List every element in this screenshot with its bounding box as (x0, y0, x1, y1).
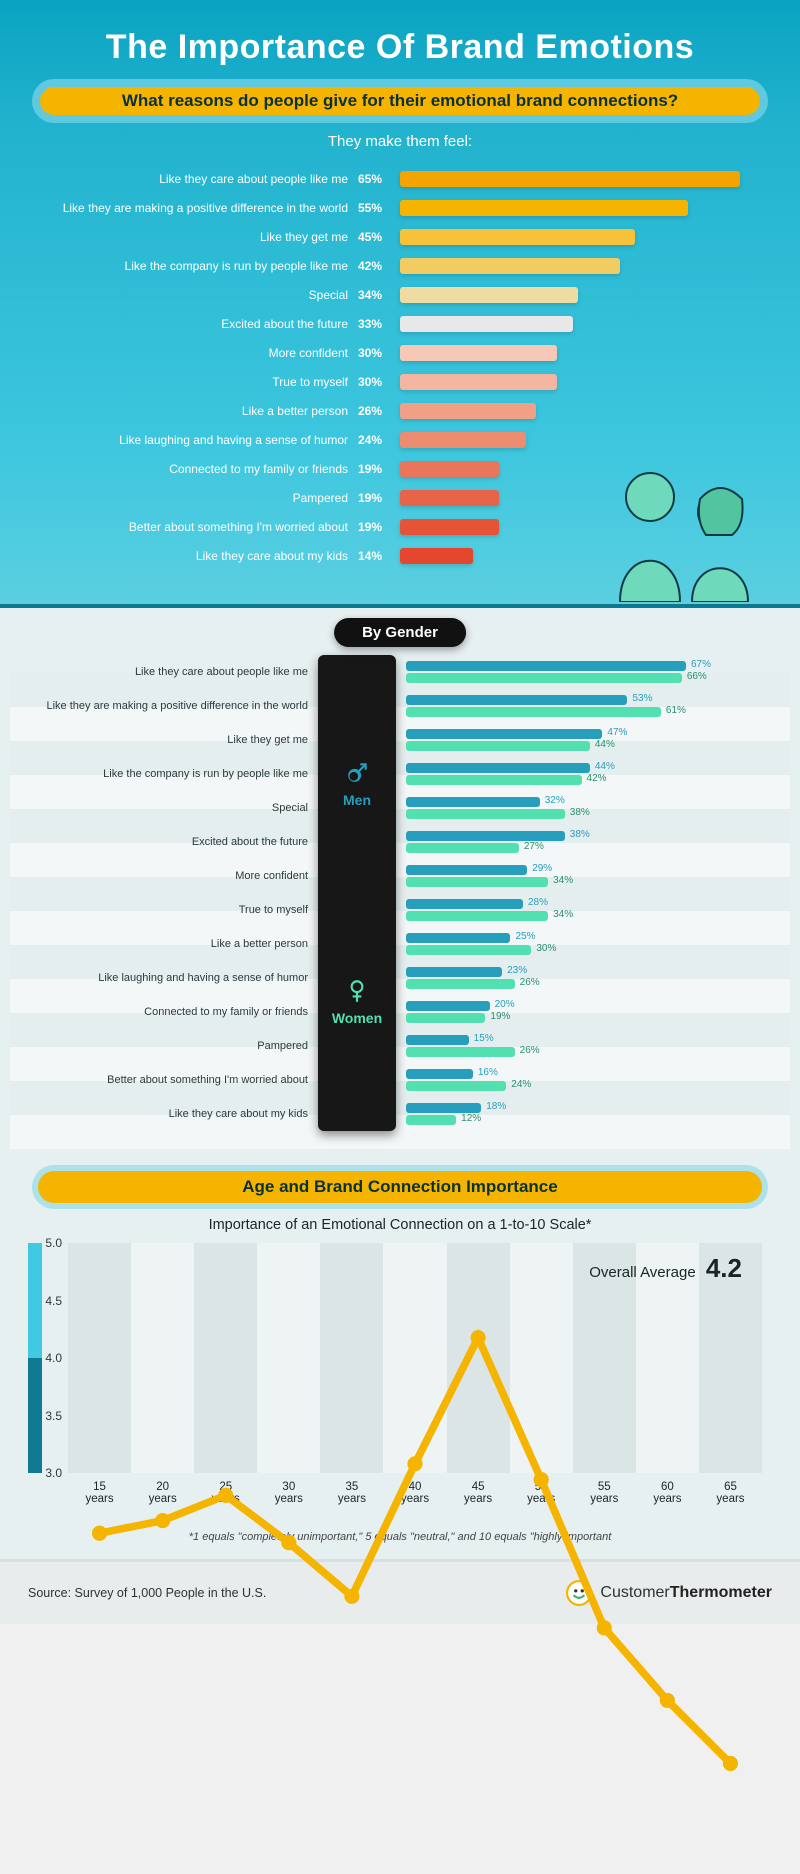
gender-row-bars: 16%24% (406, 1063, 772, 1097)
gender-row-bars: 28%34% (406, 893, 772, 927)
gender-row-bars: 20%19% (406, 995, 772, 1029)
gender-row-label: Like laughing and having a sense of humo… (28, 961, 318, 995)
reason-bar: Like laughing and having a sense of humo… (28, 429, 772, 451)
gender-row-label: True to myself (28, 893, 318, 927)
gender-barchart: 67%66%53%61%47%44%44%42%32%38%38%27%29%3… (396, 655, 772, 1131)
legend-men-label: Men (343, 792, 371, 808)
reason-pct: 30% (358, 375, 400, 389)
legend-men: Men (343, 760, 371, 808)
reason-bar: Like they care about people like me65% (28, 168, 772, 190)
reason-pct: 34% (358, 288, 400, 302)
overall-average: Overall Average 4.2 (589, 1253, 742, 1284)
reason-label: Like they are making a positive differen… (28, 201, 358, 215)
gender-row-label: Like the company is run by people like m… (28, 757, 318, 791)
reason-bar: Like the company is run by people like m… (28, 255, 772, 277)
gender-row-label: Pampered (28, 1029, 318, 1063)
reason-pct: 19% (358, 520, 400, 534)
reason-pct: 42% (358, 259, 400, 273)
reason-label: Like they care about people like me (28, 172, 358, 186)
gender-row-bars: 29%34% (406, 859, 772, 893)
reason-bar: Like a better person26% (28, 400, 772, 422)
legend-women-label: Women (332, 1010, 382, 1026)
gender-row-label: Like they get me (28, 723, 318, 757)
reason-pct: 14% (358, 549, 400, 563)
gender-row-bars: 67%66% (406, 655, 772, 689)
reason-label: Like a better person (28, 404, 358, 418)
gender-row-label: Better about something I'm worried about (28, 1063, 318, 1097)
reason-label: More confident (28, 346, 358, 360)
gender-legend: Men Women (318, 655, 396, 1131)
reason-bar: Excited about the future33% (28, 313, 772, 335)
gender-row-label: Special (28, 791, 318, 825)
age-linechart: 5.04.54.03.53.0 Overall Average 4.2 (68, 1243, 762, 1473)
question-pill: What reasons do people give for their em… (38, 85, 762, 117)
reason-pct: 45% (358, 230, 400, 244)
gender-row-label: Like a better person (28, 927, 318, 961)
reason-bar: True to myself30% (28, 371, 772, 393)
reason-bar: Special34% (28, 284, 772, 306)
reason-label: Like they care about my kids (28, 549, 358, 563)
reason-pct: 30% (358, 346, 400, 360)
gender-row-label: Excited about the future (28, 825, 318, 859)
gender-row-bars: 25%30% (406, 927, 772, 961)
people-illustration (600, 457, 770, 607)
reason-label: Special (28, 288, 358, 302)
gender-row-bars: 38%27% (406, 825, 772, 859)
reason-label: Better about something I'm worried about (28, 520, 358, 534)
gender-row-bars: 23%26% (406, 961, 772, 995)
reason-bar: More confident30% (28, 342, 772, 364)
reason-label: Like laughing and having a sense of humo… (28, 433, 358, 447)
gender-row-label: Like they care about people like me (28, 655, 318, 689)
gender-row-bars: 15%26% (406, 1029, 772, 1063)
reason-pct: 24% (358, 433, 400, 447)
reason-pct: 65% (358, 172, 400, 186)
reason-pct: 55% (358, 201, 400, 215)
gender-row-label: Connected to my family or friends (28, 995, 318, 1029)
gender-row-label: Like they care about my kids (28, 1097, 318, 1131)
reason-pct: 19% (358, 462, 400, 476)
gender-row-bars: 53%61% (406, 689, 772, 723)
reason-label: True to myself (28, 375, 358, 389)
gender-row-label: Like they are making a positive differen… (28, 689, 318, 723)
section-reasons: The Importance Of Brand Emotions What re… (0, 0, 800, 608)
gender-labels: Like they care about people like meLike … (28, 655, 318, 1131)
gender-title: By Gender (334, 618, 466, 647)
gender-row-bars: 47%44% (406, 723, 772, 757)
reason-label: Excited about the future (28, 317, 358, 331)
gender-row-label: More confident (28, 859, 318, 893)
section-age: Age and Brand Connection Importance Impo… (0, 1151, 800, 1559)
age-title: Age and Brand Connection Importance (38, 1171, 762, 1203)
gender-row-bars: 32%38% (406, 791, 772, 825)
reasons-subheader: They make them feel: (28, 133, 772, 150)
reason-label: Connected to my family or friends (28, 462, 358, 476)
reason-pct: 19% (358, 491, 400, 505)
reason-pct: 33% (358, 317, 400, 331)
page-title: The Importance Of Brand Emotions (28, 28, 772, 67)
reason-label: Like they get me (28, 230, 358, 244)
male-icon (344, 760, 370, 786)
reason-bar: Like they are making a positive differen… (28, 197, 772, 219)
reason-bar: Like they get me45% (28, 226, 772, 248)
reason-label: Like the company is run by people like m… (28, 259, 358, 273)
reason-pct: 26% (358, 404, 400, 418)
gender-row-bars: 44%42% (406, 757, 772, 791)
age-subtitle: Importance of an Emotional Connection on… (28, 1217, 772, 1233)
gender-row-bars: 18%12% (406, 1097, 772, 1131)
legend-women: Women (332, 978, 382, 1026)
reason-label: Pampered (28, 491, 358, 505)
female-icon (344, 978, 370, 1004)
section-gender: By Gender Like they care about people li… (0, 608, 800, 1151)
